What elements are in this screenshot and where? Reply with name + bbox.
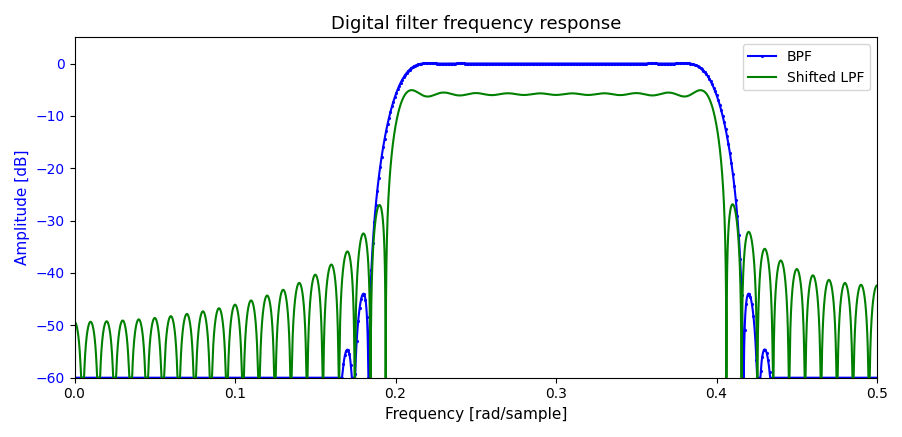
Shifted LPF — [309, 272, 320, 277]
X-axis label: Frequency [rad/sample]: Frequency [rad/sample] — [384, 407, 566, 422]
BPF — [754, 375, 765, 380]
Shifted LPF — [495, 91, 506, 97]
BPF — [396, 78, 407, 83]
Shifted LPF — [76, 375, 87, 380]
BPF — [309, 375, 320, 380]
Shifted LPF — [406, 87, 417, 93]
BPF — [422, 61, 433, 66]
Shifted LPF — [870, 283, 881, 288]
Title: Digital filter frequency response: Digital filter frequency response — [330, 15, 621, 33]
BPF — [648, 61, 658, 66]
Y-axis label: Amplitude [dB]: Amplitude [dB] — [15, 150, 30, 265]
BPF — [870, 375, 881, 380]
Line: Shifted LPF: Shifted LPF — [75, 90, 876, 378]
BPF — [69, 375, 80, 380]
BPF — [495, 61, 506, 66]
BPF — [402, 68, 413, 73]
Line: BPF: BPF — [73, 62, 878, 379]
Shifted LPF — [402, 88, 413, 94]
Shifted LPF — [69, 319, 80, 325]
Shifted LPF — [396, 98, 407, 104]
Shifted LPF — [648, 93, 658, 98]
Shifted LPF — [754, 269, 765, 274]
Legend: BPF, Shifted LPF: BPF, Shifted LPF — [741, 44, 870, 90]
